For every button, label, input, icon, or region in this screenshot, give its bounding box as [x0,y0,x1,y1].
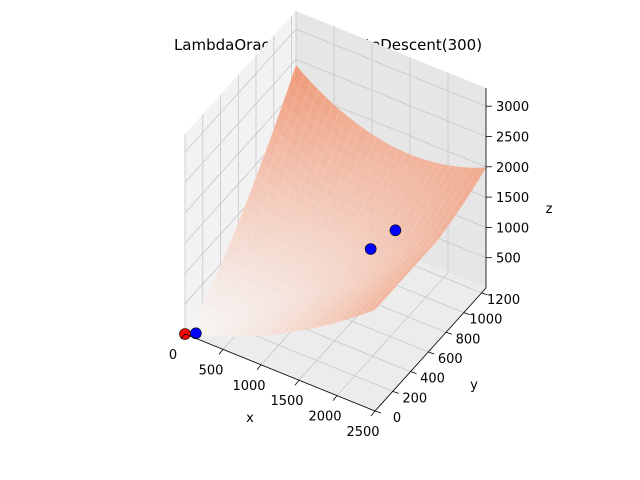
y-axis-label: y [470,378,478,393]
surface-mesh-line [213,96,326,337]
surface-mesh-line [272,141,384,335]
y-tick-label: 0 [393,411,401,426]
surface-mesh-line [235,116,348,337]
z-tick-label: 1500 [496,191,529,206]
z-tick-label: 1000 [496,221,529,236]
grid-line-x [336,72,449,396]
descent-point [364,243,377,255]
y-tick-label: 400 [420,372,445,387]
y-tick-mark [463,312,470,315]
z-tick-label: 3000 [496,100,529,115]
surface-mesh-line [323,162,436,326]
y-tick-mark [410,371,417,375]
x-axis-ticks: 0 500 1000 1500 2000 2500 [169,333,380,440]
grid-line-z [184,59,487,183]
x-tick-mark [332,395,338,401]
surface-mesh-line [228,109,341,337]
surface-mesh-line [360,167,472,316]
surface-mesh-line [316,160,428,328]
x-tick-mark [180,333,186,340]
surface-mesh-line [221,103,333,337]
surface-mesh-line [294,152,406,332]
y-tick-label: 1200 [487,293,520,308]
x-axis-label: x [246,411,254,426]
y-tick-mark [481,292,488,296]
x-axis-line [184,333,376,412]
x-tick-label: 2000 [308,410,341,425]
descent-point [389,224,402,237]
y-tick-label: 200 [402,391,427,406]
y-tick-label: 800 [456,332,481,347]
axis-lines [184,88,487,412]
x-tick-label: 1000 [232,379,265,394]
surface-mesh-line [352,167,465,318]
surface-plot [184,65,487,337]
x-tick-label: 500 [199,363,224,378]
surface-mesh-line [257,132,370,336]
x-tick-mark [370,410,376,417]
surface-mesh-line [192,73,304,335]
surface-mesh-line [287,149,399,333]
z-tick-label: 500 [496,252,521,267]
surface-mesh-line [206,89,319,337]
surface-mesh-line [301,155,414,331]
y-axis-line [374,287,487,412]
x-tick-label: 2500 [346,425,379,440]
y-tick-label: 600 [438,352,463,367]
y-tick-mark [374,410,382,414]
y-tick-label: 1000 [469,313,502,328]
surface-patch [367,304,380,313]
surface-mesh-line [243,121,355,337]
surface-mesh-line [250,127,363,337]
z-tick-label: 2000 [496,161,529,176]
surface-mesh-line [338,165,450,322]
x-tick-label: 0 [169,348,177,363]
x-tick-mark [218,349,224,355]
surface-mesh-line [308,158,421,329]
x-tick-label: 1500 [270,394,303,409]
x-tick-mark [294,379,300,386]
surface-mesh-line [374,167,487,311]
z-axis-label: z [546,202,553,217]
surface-mesh-line [265,137,377,336]
surface-mesh-line [345,166,458,320]
z-tick-label: 2500 [496,131,529,146]
left-wall-pane [185,11,296,334]
surface-mesh-line [367,167,479,313]
y-tick-mark [445,331,453,335]
surface-mesh-line [330,164,443,324]
grid-line-z [184,28,487,153]
y-tick-mark [392,390,399,394]
y-tick-mark [428,351,435,355]
surface-mesh-line [199,81,311,336]
x-tick-mark [256,364,262,371]
surface-mesh-line [184,65,297,335]
surface-mesh-line [279,145,392,334]
z-axis-ticks: 500 1000 1500 2000 2500 3000 [486,100,529,267]
